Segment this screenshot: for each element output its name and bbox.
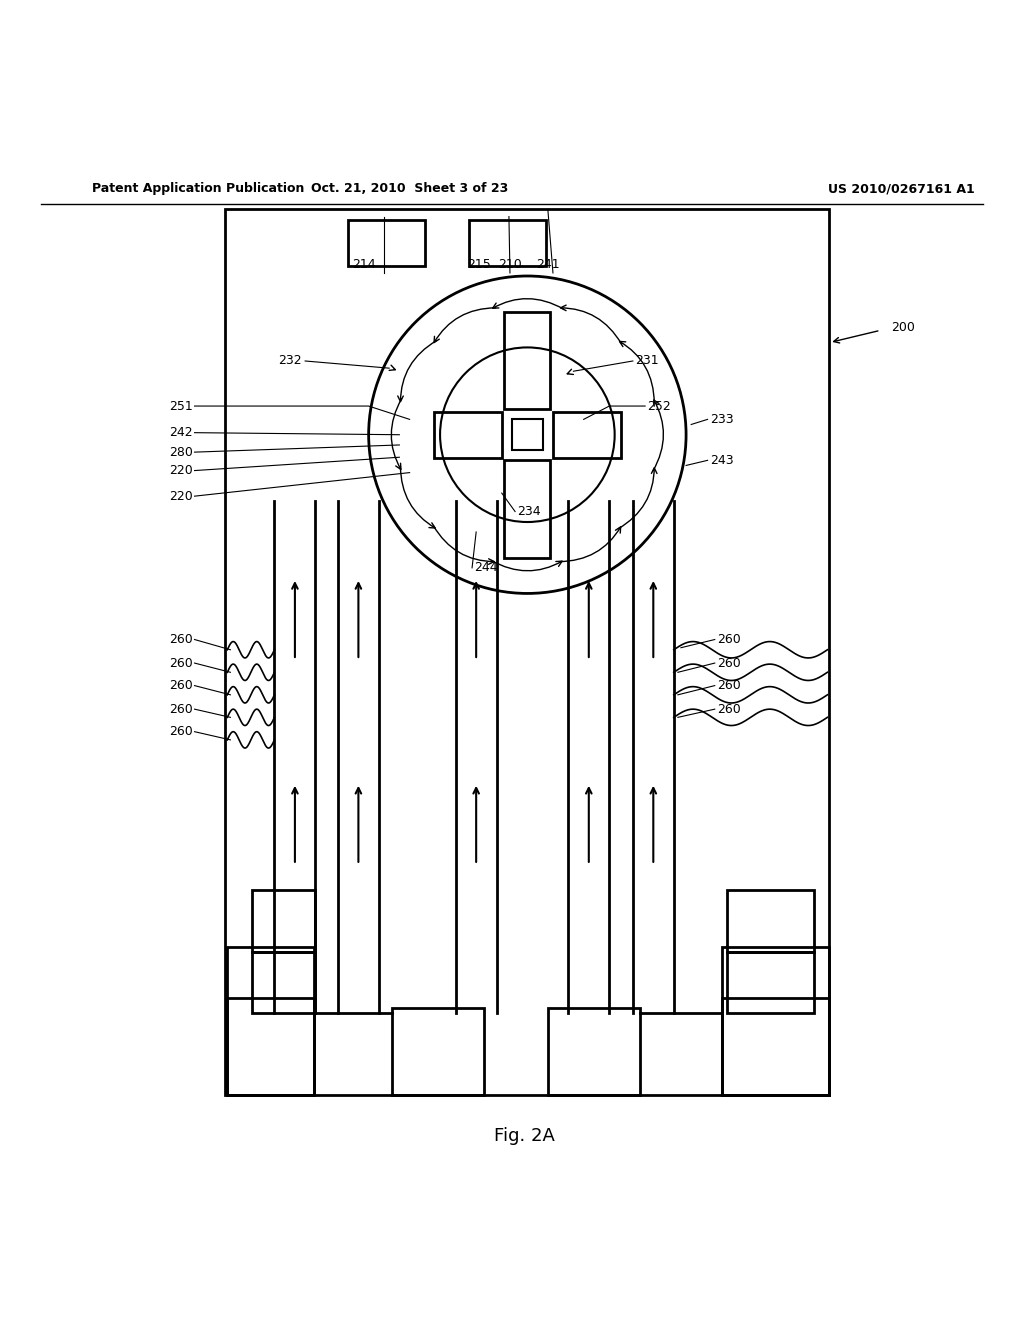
Text: Fig. 2A: Fig. 2A: [494, 1127, 555, 1146]
Text: US 2010/0267161 A1: US 2010/0267161 A1: [827, 182, 975, 195]
Text: 280: 280: [169, 446, 193, 458]
Text: 233: 233: [710, 413, 733, 426]
Bar: [469, 219, 546, 265]
Bar: [722, 998, 829, 1096]
Text: Oct. 21, 2010  Sheet 3 of 23: Oct. 21, 2010 Sheet 3 of 23: [311, 182, 508, 195]
Text: 260: 260: [717, 634, 740, 645]
Bar: [727, 952, 814, 1014]
Bar: [227, 998, 314, 1096]
Text: 260: 260: [169, 725, 193, 738]
Bar: [252, 952, 315, 1014]
Text: 215: 215: [467, 257, 492, 271]
Text: 260: 260: [169, 656, 193, 669]
Bar: [227, 946, 314, 1096]
Text: 252: 252: [647, 400, 671, 413]
Bar: [722, 946, 829, 1096]
Bar: [252, 891, 315, 952]
Text: 260: 260: [717, 702, 740, 715]
Text: 220: 220: [169, 465, 193, 477]
Bar: [504, 312, 551, 409]
Text: 260: 260: [169, 678, 193, 692]
Text: 214: 214: [351, 257, 376, 271]
Bar: [548, 1008, 640, 1096]
Text: 260: 260: [169, 702, 193, 715]
Text: 241: 241: [536, 257, 560, 271]
Bar: [392, 1008, 484, 1096]
Text: 234: 234: [517, 506, 541, 517]
Bar: [553, 412, 621, 458]
Bar: [225, 210, 829, 1096]
Text: 231: 231: [635, 355, 658, 367]
Text: 243: 243: [710, 454, 733, 467]
Bar: [727, 891, 814, 952]
Text: 260: 260: [169, 634, 193, 645]
Bar: [512, 420, 543, 450]
Bar: [348, 219, 425, 265]
Text: 260: 260: [717, 656, 740, 669]
Text: 210: 210: [498, 257, 522, 271]
Text: Patent Application Publication: Patent Application Publication: [92, 182, 304, 195]
Bar: [434, 412, 502, 458]
Text: 232: 232: [279, 355, 302, 367]
Text: 200: 200: [891, 321, 914, 334]
Text: 260: 260: [717, 678, 740, 692]
Text: 244: 244: [474, 561, 498, 574]
Text: 242: 242: [169, 426, 193, 440]
Text: 251: 251: [169, 400, 193, 413]
Text: 220: 220: [169, 490, 193, 503]
Bar: [504, 461, 551, 557]
